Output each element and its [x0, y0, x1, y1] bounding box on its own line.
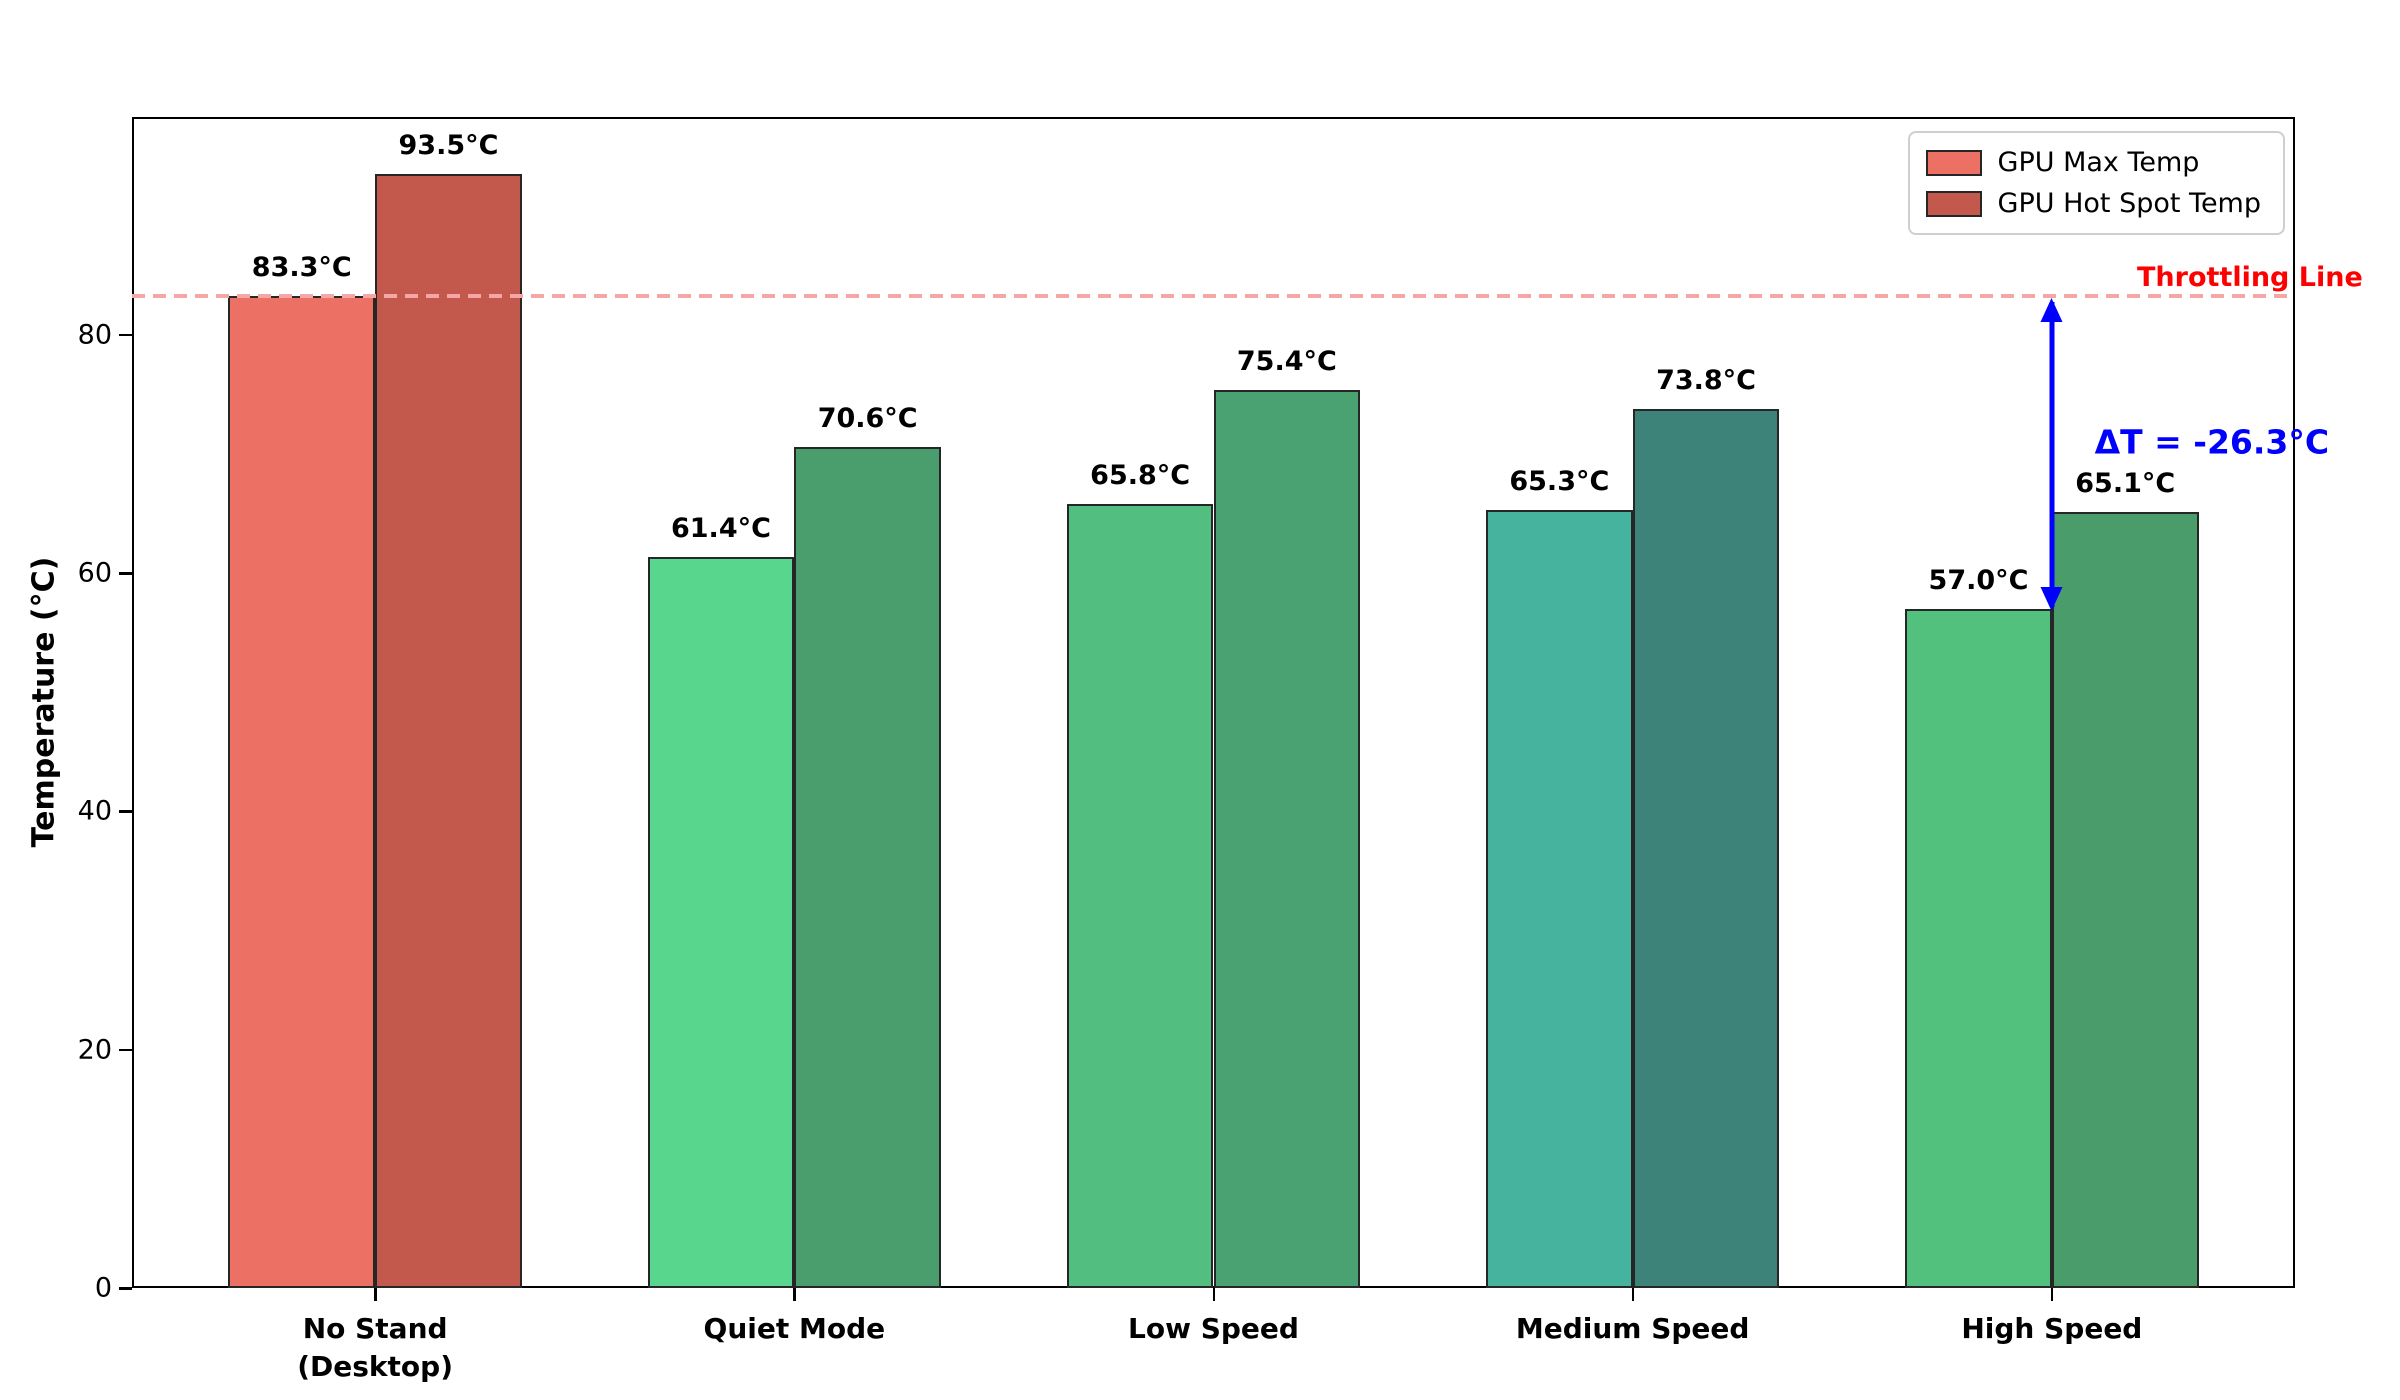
- bar-value-label: 70.6°C: [817, 402, 918, 434]
- legend-label: GPU Max Temp: [1997, 147, 2200, 178]
- legend-label: GPU Hot Spot Temp: [1997, 188, 2261, 219]
- bar-gpu-hot-spot-temp: [1213, 389, 1361, 1288]
- throttling-line: [132, 293, 2295, 299]
- bar-value-label: 83.3°C: [251, 251, 352, 283]
- x-tick-mark: [374, 1288, 377, 1301]
- y-tick-mark: [119, 810, 132, 813]
- bar-value-label: 65.8°C: [1090, 460, 1191, 492]
- bar-gpu-hot-spot-temp: [2051, 512, 2199, 1288]
- bar-value-label: 73.8°C: [1656, 364, 1756, 396]
- legend-swatch-max-temp: [1925, 149, 1982, 176]
- throttling-line-label: Throttling Line: [2137, 261, 2363, 293]
- bar-gpu-max-temp: [647, 556, 795, 1288]
- legend-swatch-hot-spot-temp: [1925, 190, 1982, 217]
- y-tick-mark: [119, 333, 132, 337]
- y-tick-label: 0: [94, 1272, 112, 1304]
- y-tick-mark: [119, 572, 132, 575]
- bar-value-label: 93.5°C: [398, 130, 499, 162]
- y-tick-label: 80: [77, 319, 112, 351]
- x-tick-mark: [1212, 1288, 1215, 1301]
- legend-item-gpu-hot-spot-temp: GPU Hot Spot Temp: [1925, 188, 2261, 219]
- bar-value-label: 75.4°C: [1236, 345, 1337, 377]
- y-tick-mark: [119, 1287, 132, 1290]
- arrow-down-icon: [2040, 586, 2063, 611]
- x-tick-label: High Speed: [1961, 1312, 2143, 1345]
- y-tick-label: 20: [77, 1034, 112, 1066]
- bar-gpu-max-temp: [1905, 608, 2052, 1288]
- x-tick-label: Low Speed: [1128, 1312, 1299, 1345]
- x-tick-mark: [2050, 1288, 2054, 1301]
- bar-gpu-max-temp: [1066, 504, 1214, 1288]
- x-tick-label: Quiet Mode: [703, 1312, 886, 1345]
- y-tick-label: 60: [77, 557, 112, 589]
- y-tick-mark: [119, 1048, 132, 1052]
- x-tick-mark: [793, 1288, 796, 1301]
- bar-value-label: 65.1°C: [2075, 468, 2176, 500]
- bar-gpu-max-temp: [1485, 510, 1633, 1288]
- bar-gpu-hot-spot-temp: [1632, 408, 1780, 1288]
- bar-gpu-max-temp: [228, 295, 376, 1288]
- bar-value-label: 61.4°C: [670, 512, 771, 544]
- bar-value-label: 65.3°C: [1509, 466, 1610, 498]
- x-tick-mark: [1631, 1288, 1635, 1301]
- x-tick-label: Medium Speed: [1515, 1312, 1750, 1345]
- delta-temp-arrow: [2040, 297, 2063, 611]
- x-tick-label: No Stand (Desktop): [297, 1312, 454, 1383]
- y-tick-label: 40: [77, 795, 112, 827]
- legend: GPU Max Temp GPU Hot Spot Temp: [1907, 131, 2285, 235]
- bar-gpu-hot-spot-temp: [375, 174, 522, 1288]
- bar-gpu-hot-spot-temp: [794, 446, 942, 1288]
- delta-temp-label: ΔT = -26.3°C: [2094, 422, 2330, 462]
- arrow-up-icon: [2040, 297, 2063, 322]
- bar-value-label: 57.0°C: [1928, 564, 2029, 596]
- legend-item-gpu-max-temp: GPU Max Temp: [1925, 147, 2261, 178]
